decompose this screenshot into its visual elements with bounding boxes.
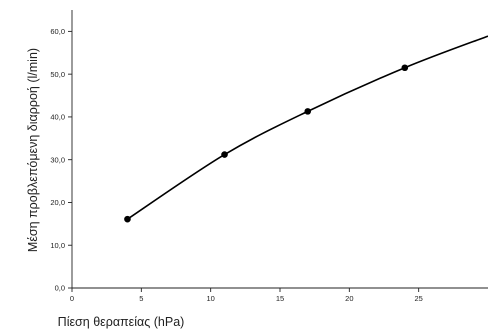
y-axis-title: Μέση προβλεπόμενη διαρροή (l/min)	[26, 48, 40, 252]
y-tick-label: 60,0	[50, 27, 65, 36]
x-tick-label: 25	[414, 294, 422, 303]
data-point	[221, 151, 228, 158]
x-tick-group: 0 5 10 15 20 25	[70, 288, 423, 303]
y-tick-label: 0,0	[55, 284, 65, 293]
y-tick-label: 40,0	[50, 113, 65, 122]
series-line	[127, 35, 488, 220]
data-point-group	[124, 64, 409, 223]
x-axis-title: Πίεση θεραπείας (hPa)	[58, 315, 185, 329]
y-tick-label: 30,0	[50, 155, 65, 164]
data-point	[124, 215, 131, 223]
y-tick-label: 20,0	[50, 198, 65, 207]
y-tick-group: 0,0 10,0 20,0 30,0 40,0 50,0 60,0	[50, 27, 72, 293]
x-tick-label: 10	[206, 294, 214, 303]
x-tick-label: 15	[276, 294, 284, 303]
y-tick-label: 50,0	[50, 70, 65, 79]
x-tick-label: 0	[70, 294, 74, 303]
data-point	[401, 64, 409, 72]
y-tick-label: 10,0	[50, 241, 65, 250]
data-point	[304, 108, 312, 115]
x-tick-label: 20	[345, 294, 353, 303]
x-tick-label: 5	[139, 294, 143, 303]
